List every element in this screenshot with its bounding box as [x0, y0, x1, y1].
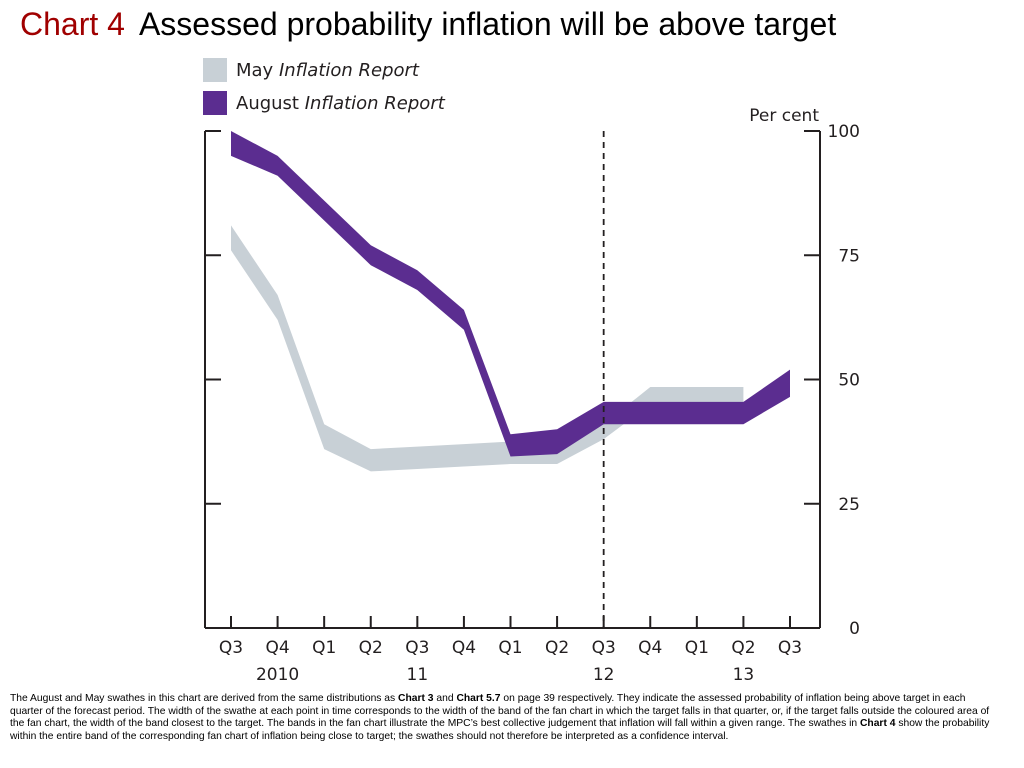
legend-swatch-may	[203, 58, 227, 82]
y-tick-label: 25	[838, 495, 860, 515]
x-year-label: 12	[593, 665, 615, 685]
chart-title: Chart 4 Assessed probability inflation wi…	[20, 6, 836, 43]
x-year-label: 13	[733, 665, 755, 685]
legend-label-may: May Inflation Report	[236, 60, 420, 81]
x-tick-label: Q3	[405, 638, 429, 658]
y-tick-label: 100	[828, 122, 860, 142]
x-year-label: 2010	[256, 665, 299, 685]
x-tick-label: Q3	[592, 638, 616, 658]
chart-caption: The August and May swathes in this chart…	[10, 693, 1000, 743]
caption-text: The August and May swathes in this chart…	[10, 693, 399, 704]
legend-label-august: August Inflation Report	[236, 93, 446, 114]
x-tick-label: Q1	[498, 638, 522, 658]
x-tick-label: Q4	[638, 638, 662, 658]
y-axis-label: Per cent	[749, 106, 819, 126]
series-band-may	[231, 225, 744, 472]
chart-title-text: Assessed probability inflation will be a…	[138, 6, 837, 42]
y-tick-label: 50	[838, 371, 860, 391]
band-chart: 0 25 50 75 100 Per cent Q3 Q4 Q1 Q2 Q3 Q4 Q1 Q2 Q3 Q4 Q1…	[203, 58, 860, 685]
x-tick-label: Q2	[359, 638, 383, 658]
x-year-label: 11	[407, 665, 429, 685]
x-tick-label: Q4	[452, 638, 476, 658]
caption-ref: Chart 5.7	[456, 693, 501, 704]
caption-text: show the probability within the entire b…	[10, 718, 990, 742]
x-tick-label: Q3	[778, 638, 802, 658]
x-tick-label: Q1	[312, 638, 336, 658]
x-tick-label: Q2	[545, 638, 569, 658]
y-tick-label: 75	[838, 246, 860, 266]
x-tick-label: Q3	[219, 638, 243, 658]
x-tick-label: Q1	[685, 638, 709, 658]
legend-swatch-august	[203, 91, 227, 115]
x-tick-label: Q2	[731, 638, 755, 658]
caption-text: and	[433, 693, 457, 704]
x-tick-label: Q4	[265, 638, 289, 658]
series-band-august	[231, 131, 790, 457]
y-tick-label: 0	[849, 619, 860, 639]
caption-ref: Chart 4	[859, 718, 896, 730]
caption-text: on page 39 respectively. They indicate t…	[10, 693, 990, 730]
caption-ref: Chart 3	[398, 693, 434, 704]
chart-number: Chart 4	[20, 6, 125, 42]
